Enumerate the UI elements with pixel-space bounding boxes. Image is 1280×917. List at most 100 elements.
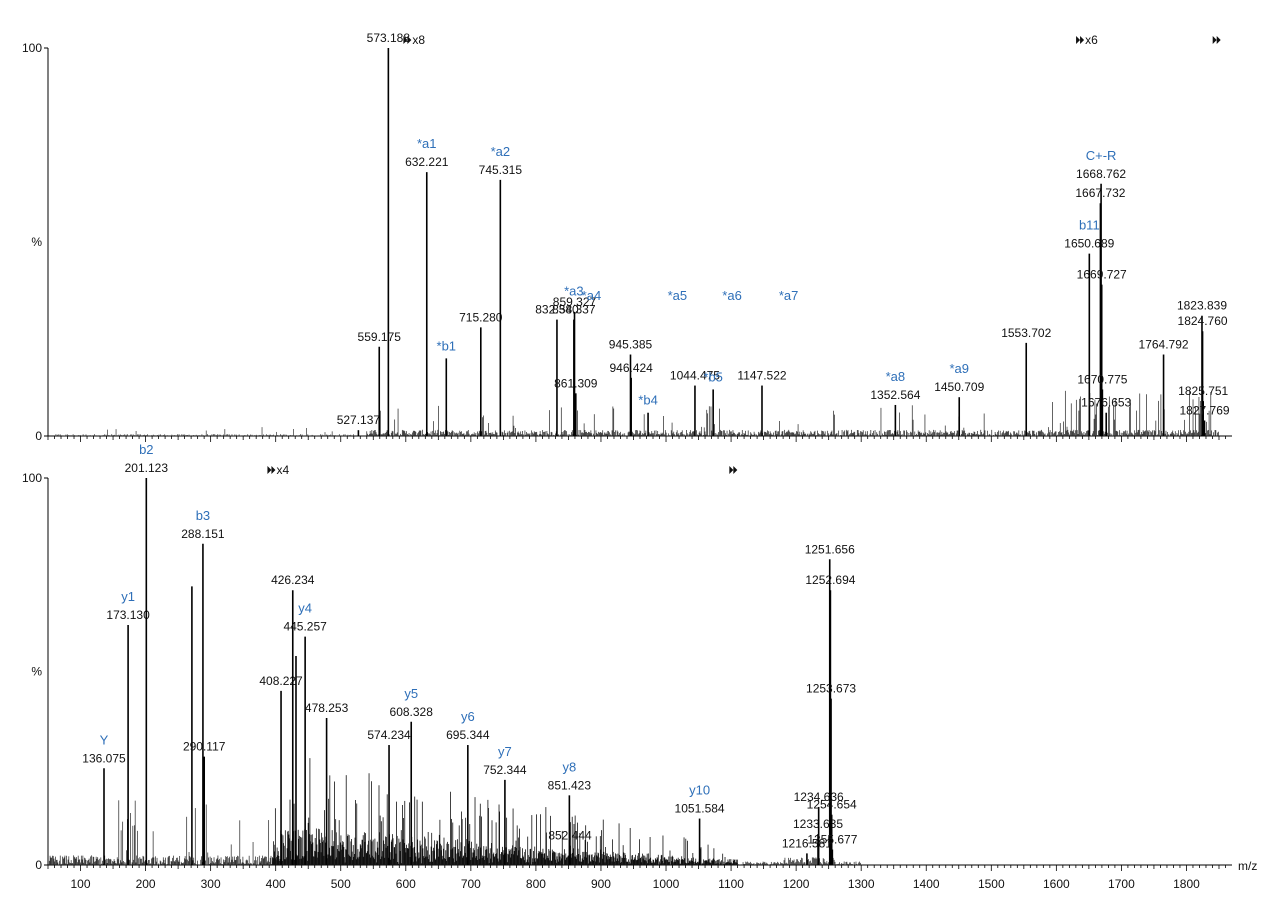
bottom-spectrum-panel: 100% 0 100 200 300 400 500 600 700 800 900 1000 1100…: [22, 442, 1257, 891]
x-tick-label: 800: [526, 877, 546, 891]
peak-mz-label: 752.344: [483, 763, 527, 777]
fragment-ion-label: y8: [562, 759, 576, 774]
peak-mz-label: 1255.677: [807, 833, 857, 847]
peak-mz-label: 1352.564: [870, 388, 920, 402]
peak-mz-label: 1450.709: [934, 380, 984, 394]
y-tick-label: 0: [35, 858, 42, 872]
fragment-ion-label: *a2: [491, 144, 511, 159]
peak-mz-label: 173.130: [106, 608, 150, 622]
fragment-ion-label: y7: [498, 744, 512, 759]
fragment-ion-label: Y: [100, 732, 109, 747]
fragment-ion-label: *b4: [638, 393, 658, 408]
x-tick-label: 700: [461, 877, 481, 891]
magnification-marker: [267, 466, 276, 474]
peak-mz-label: 1670.775: [1077, 372, 1127, 386]
fragment-ion-label: y4: [298, 601, 312, 616]
peak-mz-label: 745.315: [479, 163, 523, 177]
magnification-label: x6: [1085, 33, 1098, 47]
fragment-ion-label: b3: [196, 508, 210, 523]
x-tick-label: 1300: [848, 877, 875, 891]
top-spectrum-panel: 100% 0 x8 x6 527.137 559.175 573.188 632.221 *a1…: [22, 31, 1232, 443]
peak-mz-label: 1764.792: [1139, 338, 1189, 352]
peak-mz-label: 1669.727: [1077, 268, 1127, 282]
peak-mz-label: 1254.654: [807, 798, 857, 812]
peak-mz-label: 573.188: [367, 31, 411, 45]
peak-mz-label: 426.234: [271, 573, 315, 587]
peak-mz-label: 1051.584: [675, 802, 725, 816]
peak-mz-label: 946.424: [609, 361, 653, 375]
y-tick-label: 100: [22, 41, 42, 55]
x-tick-label: 500: [331, 877, 351, 891]
x-axis-label: m/z: [1238, 859, 1257, 873]
peak-mz-label: 574.234: [367, 728, 411, 742]
peak-mz-label: 1825.751: [1178, 384, 1228, 398]
peak-mz-label: 288.151: [181, 527, 225, 541]
peak-mz-label: 832.340: [535, 303, 579, 317]
peak-mz-label: 1253.673: [806, 682, 856, 696]
noise-floor: [54, 390, 1219, 436]
fragment-ion-label: y6: [461, 709, 475, 724]
magnification-marker: [1076, 36, 1085, 44]
noise-floor: [48, 758, 861, 865]
fragment-ion-label: *a4: [582, 288, 602, 303]
fragment-ion-label: *a7: [779, 288, 799, 303]
peak-mz-label: 1668.762: [1076, 167, 1126, 181]
peak-mz-label: 1823.839: [1177, 299, 1227, 313]
magnification-marker: [403, 36, 412, 44]
fragment-ion-label: y5: [404, 686, 418, 701]
magnification-label: x8: [412, 33, 425, 47]
fragment-ion-label: *a9: [949, 361, 969, 376]
peak-mz-label: 945.385: [609, 338, 653, 352]
peak-mz-label: 527.137: [337, 413, 381, 427]
fragment-ion-label: *b5: [703, 369, 723, 384]
fragment-ion-label: *a1: [417, 136, 437, 151]
x-tick-label: 1100: [718, 877, 744, 891]
peak-mz-label: 861.309: [554, 376, 598, 390]
peak-mz-label: 1044.475: [670, 369, 720, 383]
x-tick-label: 1400: [913, 877, 940, 891]
x-tick-label: 1500: [978, 877, 1005, 891]
labelled-peaks: 136.075 Y 173.130 y1 201.123 b2 288.151 b3 290.1…: [82, 442, 858, 865]
x-tick-label: 600: [396, 877, 416, 891]
peak-mz-label: 136.075: [82, 751, 126, 765]
peak-mz-label: 1650.689: [1064, 237, 1114, 251]
peak-mz-label: 201.123: [125, 461, 169, 475]
peak-mz-label: 290.117: [183, 740, 226, 754]
peak-mz-label: 632.221: [405, 155, 449, 169]
x-tick-label: 1600: [1043, 877, 1070, 891]
magnification-label: x4: [276, 463, 289, 477]
fragment-ion-label: *a8: [886, 369, 906, 384]
fragment-ion-label: b11: [1079, 218, 1100, 233]
peak-mz-label: 608.328: [390, 705, 434, 719]
labelled-peaks: 527.137 559.175 573.188 632.221 *a1 *b1715.28…: [337, 31, 1230, 436]
peak-mz-label: 858.337: [552, 303, 596, 317]
fragment-ion-label: *a6: [722, 288, 742, 303]
peak-mz-label: 695.344: [446, 728, 490, 742]
peak-mz-label: 852.444: [548, 829, 592, 843]
peak-mz-label: 1252.694: [805, 573, 855, 587]
x-tick-label: 1800: [1173, 877, 1200, 891]
y-tick-label: %: [31, 235, 42, 249]
peak-mz-label: 478.253: [305, 701, 349, 715]
magnification-marker: [1212, 36, 1221, 44]
magnification-marker: [729, 466, 738, 474]
fragment-ion-label: C+-R: [1086, 148, 1117, 163]
fragment-ion-label: b2: [139, 442, 153, 457]
x-tick-label: 900: [591, 877, 611, 891]
fragment-ion-label: *a3: [564, 284, 584, 299]
peak-mz-label: 715.280: [459, 310, 503, 324]
fragment-ion-label: y10: [689, 783, 710, 798]
x-tick-label: 1700: [1108, 877, 1135, 891]
y-tick-label: 100: [22, 471, 42, 485]
fragment-ion-label: *b1: [437, 338, 457, 353]
fragment-ion-label: y1: [121, 589, 135, 604]
peak-mz-label: 851.423: [548, 778, 592, 792]
peak-mz-label: 1251.656: [805, 542, 855, 556]
fragment-ion-label: *a5: [668, 288, 688, 303]
peak-mz-label: 1216.581: [782, 836, 832, 850]
x-tick-label: 300: [201, 877, 221, 891]
peak-mz-label: 859.327: [553, 295, 597, 309]
y-tick-label: 0: [35, 429, 42, 443]
